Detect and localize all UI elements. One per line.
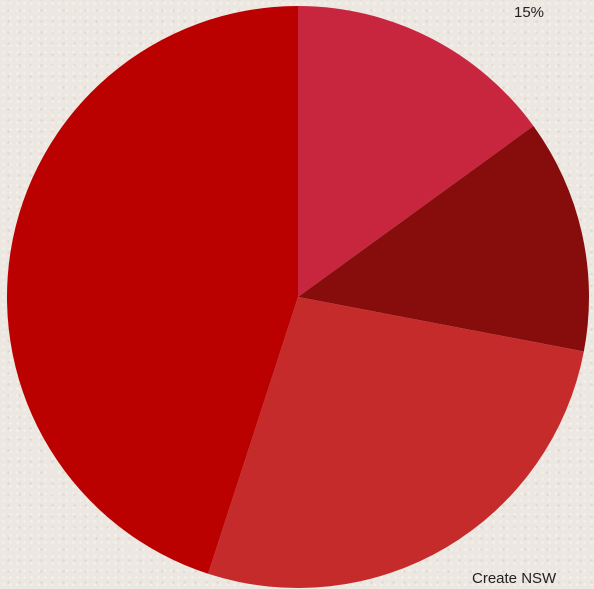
slice-data-label-15-percent: 15% [514,4,544,21]
pie-data-labels: 15% Create NSW [472,4,557,587]
pie-slices [6,6,590,589]
pie-slice-4 [6,6,298,574]
pie-slice-3 [208,297,584,589]
pie-slice-1 [298,6,534,297]
pie-slice-2 [298,125,590,352]
slice-data-label-create-nsw: Create NSW [472,570,557,587]
